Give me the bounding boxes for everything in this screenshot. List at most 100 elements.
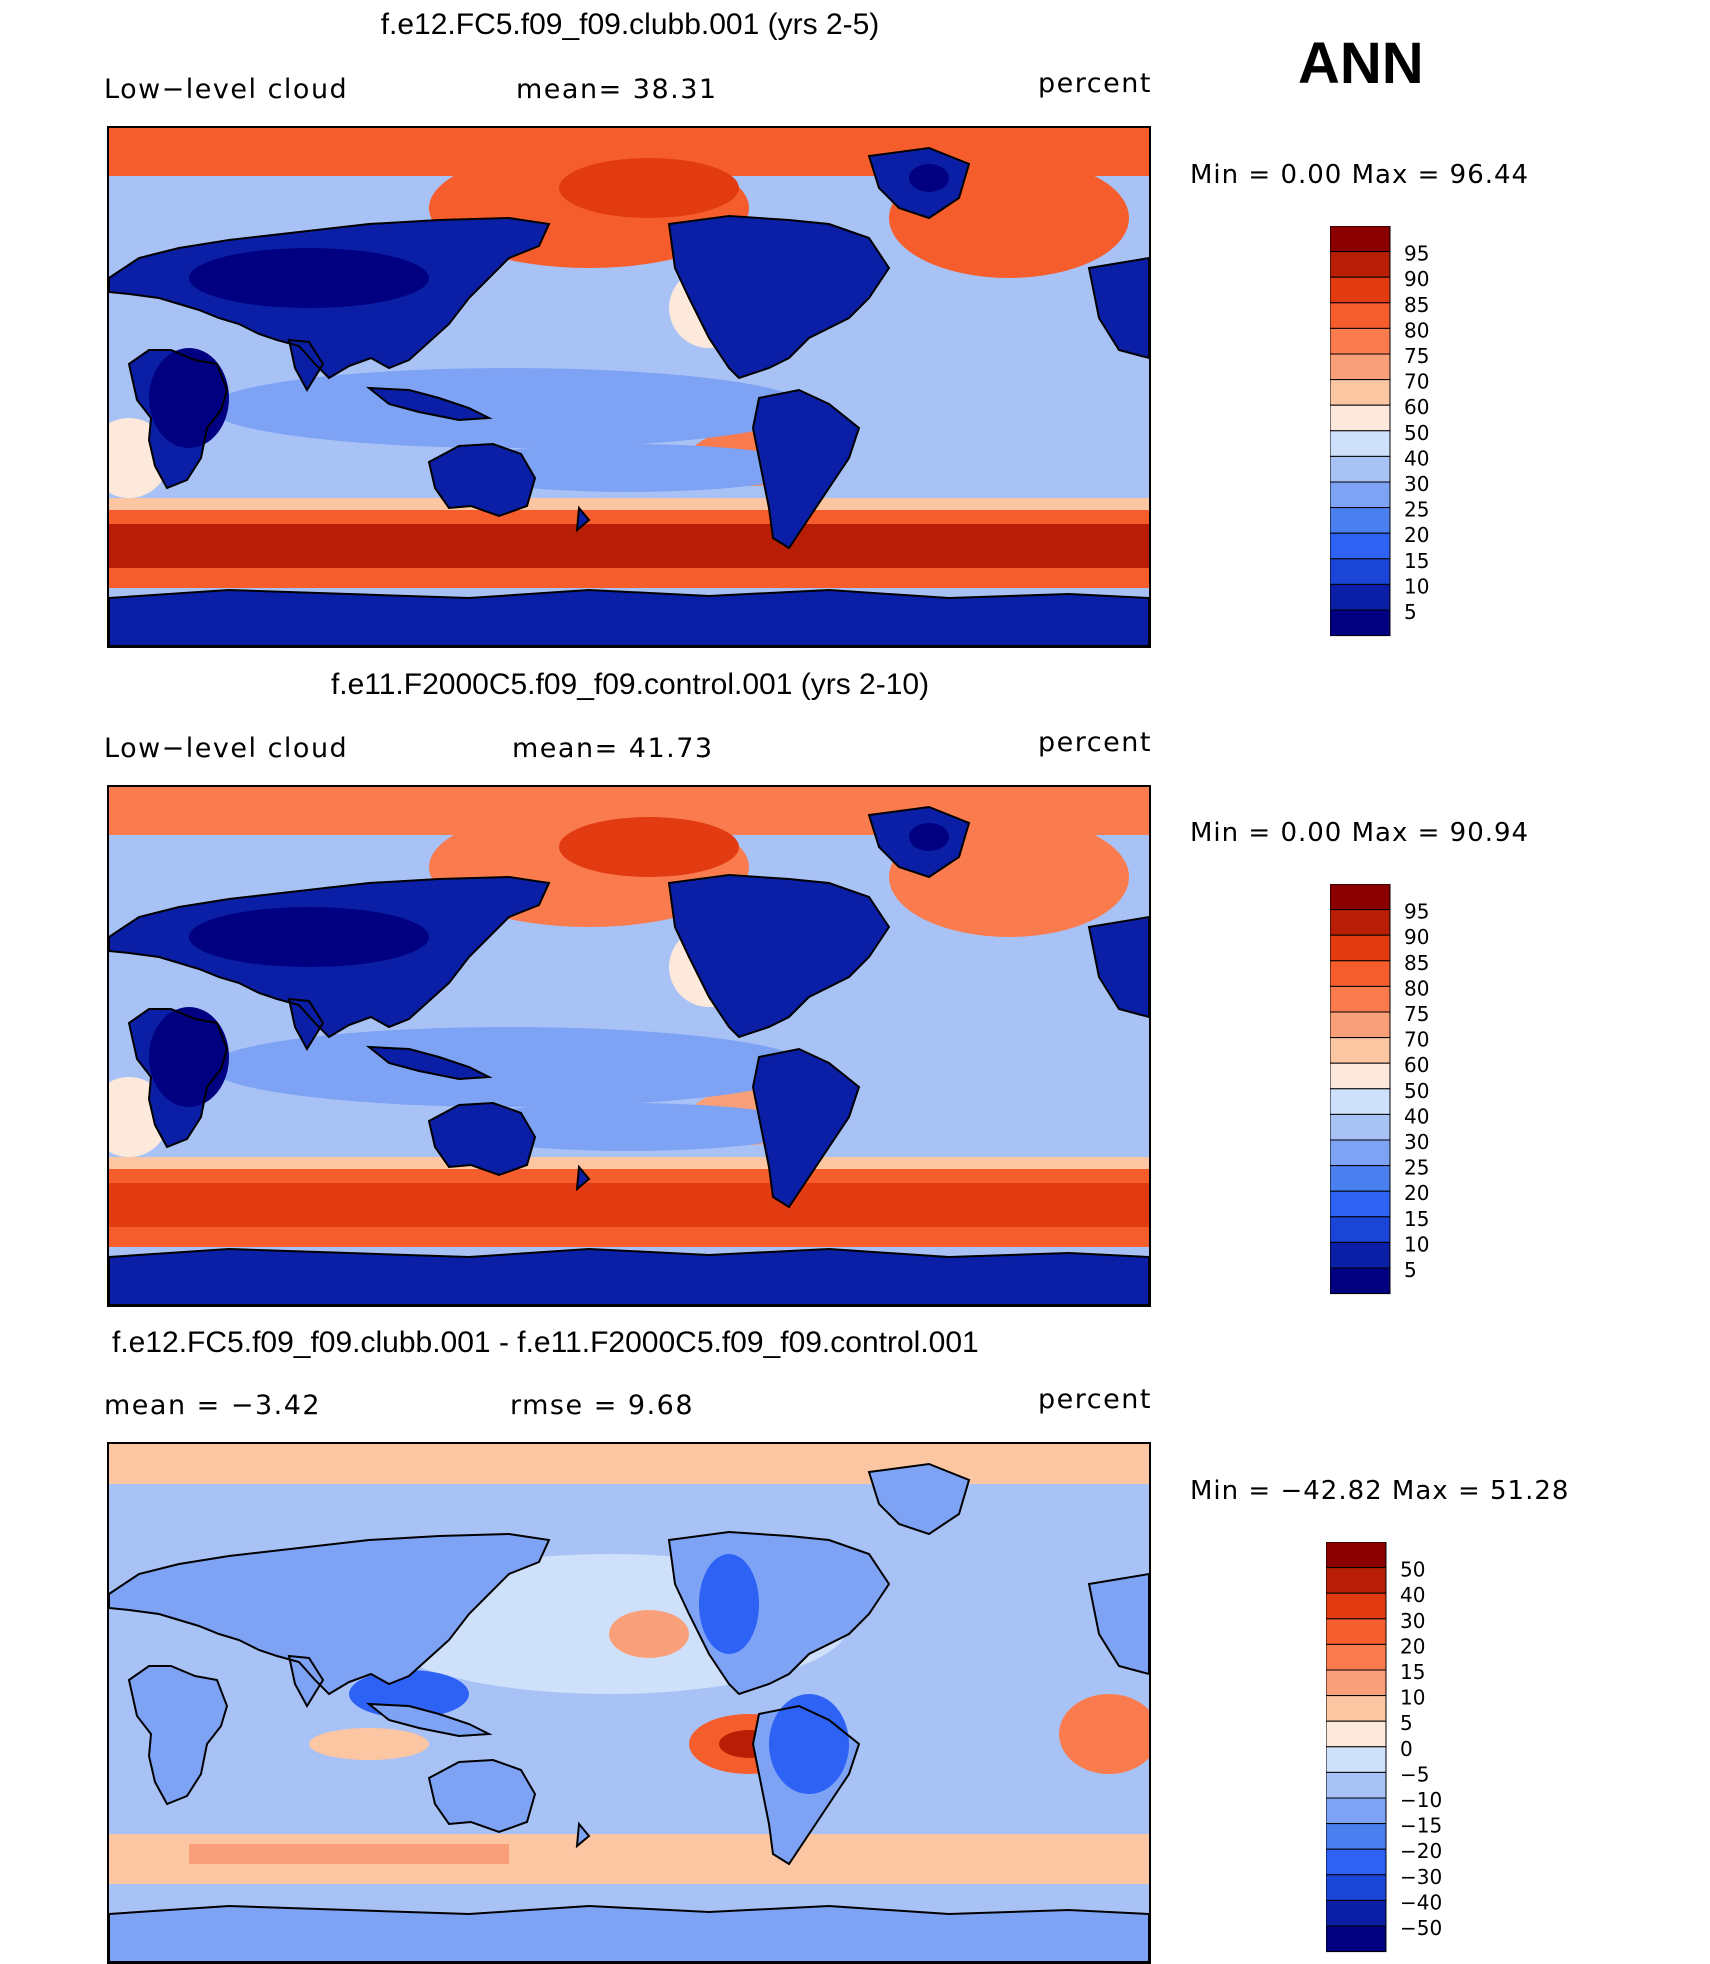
panel3-colorbar-tick-label: 5: [1400, 1711, 1413, 1735]
panel2-colorbar-swatch: [1330, 1267, 1391, 1295]
panel1-colorbar-tick-label: 75: [1404, 344, 1429, 368]
panel3-title: f.e12.FC5.f09_f09.clubb.001 - f.e11.F200…: [112, 1326, 979, 1359]
panel2-colorbar-tick-label: 20: [1404, 1181, 1429, 1205]
panel3-coastline: [867, 1462, 971, 1536]
panel2-colorbar-tick-label: 85: [1404, 951, 1429, 975]
panel3-colorbar-tick-label: −50: [1400, 1916, 1442, 1940]
panel1-map-plot: [109, 128, 1149, 646]
panel1-minmax: Min = 0.00 Max = 96.44: [1190, 160, 1530, 190]
panel1-coastline: [667, 214, 891, 380]
panel1-land-field: [577, 508, 589, 530]
panel1-north-pacific-core: [559, 158, 739, 218]
panel3-land-diff: [109, 1906, 1149, 1962]
panel3-colorbar-tick-label: 15: [1400, 1660, 1425, 1684]
panel3-colorbar-tick-label: 20: [1400, 1634, 1425, 1658]
panel1-colorbar-swatch: [1330, 532, 1391, 560]
panel3-coastline: [365, 1702, 493, 1738]
panel1-mean-label: mean= 38.31: [516, 74, 718, 105]
panel2-variable-label: Low−level cloud: [104, 733, 349, 764]
panel2-colorbar-tick-label: 10: [1404, 1232, 1429, 1256]
panel1-colorbar-tick-label: 70: [1404, 370, 1429, 394]
panel1-south-pacific-band: [449, 444, 809, 492]
panel2-coastline: [1087, 915, 1149, 1019]
panel1-colorbar-swatch: [1330, 455, 1391, 483]
panel3-colorbar-tick-label: −30: [1400, 1865, 1442, 1889]
panel3-southern-ocean-core-diff: [189, 1844, 509, 1864]
panel1-eurasia-min: [189, 248, 429, 308]
panel3-indian-ocean-positive: [309, 1728, 429, 1760]
panel2-colorbar-swatch: [1330, 1011, 1391, 1039]
panel3-arctic-diff: [109, 1444, 1149, 1484]
panel1-colorbar-swatch: [1330, 583, 1391, 611]
panel3-colorbar-swatch: [1326, 1669, 1387, 1697]
panel2-colorbar-tick-label: 70: [1404, 1028, 1429, 1052]
panel3-colorbar-swatch: [1326, 1592, 1387, 1620]
panel2-greenland-min: [909, 823, 949, 851]
panel1-coastline: [109, 216, 551, 380]
panel1-coastline: [575, 505, 591, 533]
panel3-colorbar-tick-label: −40: [1400, 1890, 1442, 1914]
panel1-colorbar-swatch: [1330, 353, 1391, 381]
panel2-minmax: Min = 0.00 Max = 90.94: [1190, 818, 1530, 848]
panel1-colorbar-tick-label: 10: [1404, 574, 1429, 598]
panel3-land-diff: [1089, 1574, 1149, 1674]
panel1-coastline: [287, 338, 325, 392]
panel1-colorbar-swatch: [1330, 226, 1391, 253]
panel2-colorbar-swatch: [1330, 1190, 1391, 1218]
panel1-colorbar-swatch: [1330, 379, 1391, 406]
panel3-rmse-label: rmse = 9.68: [510, 1390, 695, 1421]
panel2-coastline: [365, 1045, 493, 1081]
panel2-colorbar-swatch: [1330, 960, 1391, 987]
panel3-colorbar-tick-label: 10: [1400, 1686, 1425, 1710]
panel2-southern-ocean-edge: [109, 1157, 1149, 1169]
panel2-colorbar-tick-label: 40: [1404, 1104, 1429, 1128]
panel2-colorbar-tick-label: 80: [1404, 976, 1429, 1000]
panel2-south-pacific-band: [449, 1103, 809, 1151]
panel1-colorbar-tick-label: 60: [1404, 395, 1429, 419]
panel2-map-plot: [109, 787, 1149, 1305]
panel1-variable-label: Low−level cloud: [104, 74, 349, 105]
panel1-colorbar-tick-label: 5: [1404, 600, 1417, 624]
panel2-land-field: [369, 1047, 489, 1079]
panel2-colorbar-tick-label: 30: [1404, 1130, 1429, 1154]
panel1-colorbar-swatch: [1330, 558, 1391, 585]
panel2-eurasia-min: [189, 907, 429, 967]
panel3-np-subtropical-positive: [609, 1610, 689, 1658]
panel2-colorbar-swatch: [1330, 1037, 1391, 1064]
panel2-colorbar-tick-label: 15: [1404, 1207, 1429, 1231]
panel3-units-label: percent: [1038, 1384, 1152, 1415]
panel2-colorbar-tick-label: 50: [1404, 1079, 1429, 1103]
panel3-colorbar-swatch: [1326, 1771, 1387, 1799]
panel1-southern-ocean-core: [109, 524, 1149, 568]
panel1-colorbar-tick-label: 85: [1404, 293, 1429, 317]
panel1-colorbar-tick-label: 15: [1404, 549, 1429, 573]
panel1-land-field: [1089, 258, 1149, 358]
panel2-coastline: [867, 805, 971, 879]
panel2-coastline: [127, 1008, 229, 1149]
panel2-title: f.e11.F2000C5.f09_f09.control.001 (yrs 2…: [330, 668, 930, 701]
panel1-tropical-band: [209, 368, 809, 448]
panel2-colorbar-tick-label: 75: [1404, 1002, 1429, 1026]
panel2-mean-label: mean= 41.73: [512, 733, 714, 764]
panel3-colorbar-swatch: [1326, 1720, 1387, 1748]
panel2-colorbar-swatch: [1330, 884, 1391, 911]
panel2-colorbar-swatch: [1330, 909, 1391, 936]
panel2-southern-ocean-core: [109, 1183, 1149, 1227]
panel1-coastline: [127, 349, 229, 490]
panel3-colorbar-tick-label: −5: [1400, 1762, 1429, 1786]
panel2-coastline: [109, 1247, 1149, 1305]
panel2-colorbar-tick-label: 5: [1404, 1258, 1417, 1282]
panel1-sahara-min: [149, 348, 229, 448]
panel1-colorbar-swatch: [1330, 430, 1391, 457]
panel2-coastline: [667, 873, 891, 1039]
panel1-land-field: [753, 390, 859, 548]
panel2-coastline: [575, 1164, 591, 1192]
panel2-colorbar-swatch: [1330, 1241, 1391, 1269]
panel2-land-field: [109, 1249, 1149, 1305]
panel1-colorbar-swatch: [1330, 481, 1391, 509]
season-label: ANN: [1298, 31, 1424, 96]
panel1-colorbar-tick-label: 95: [1404, 242, 1429, 266]
panel2-colorbar-tick-label: 95: [1404, 900, 1429, 924]
